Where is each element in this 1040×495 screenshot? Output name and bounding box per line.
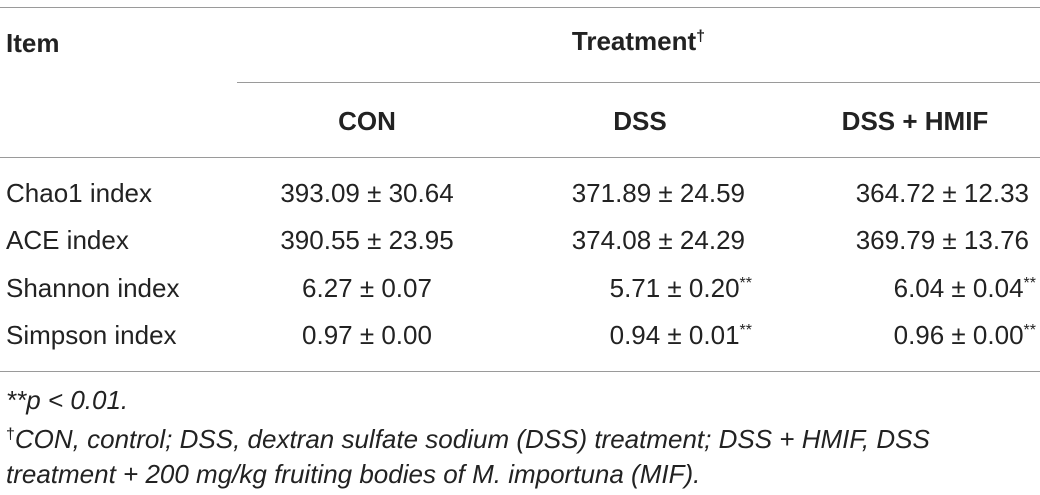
significance-mark: ** [739, 275, 752, 292]
cell-shannon-con: 6.27 ± 0.07 [302, 273, 432, 303]
column-header-dss: DSS [613, 106, 667, 136]
footnote-definitions-line2: treatment + 200 mg/kg fruiting bodies of… [6, 459, 701, 489]
row-label-chao1: Chao1 index [6, 178, 152, 208]
treatment-header: Treatment† [237, 26, 1040, 56]
cell-shannon-dss-value: 5.71 ± 0.20 [609, 273, 740, 303]
cell-chao1-dss: 371.89 ± 24.59 [571, 178, 745, 208]
cell-simpson-con: 0.97 ± 0.00 [302, 320, 432, 350]
treatment-dagger-mark: † [696, 28, 706, 45]
row-label-ace: ACE index [6, 225, 129, 255]
footnote-significance: **p < 0.01. [6, 385, 129, 415]
row-label-simpson: Simpson index [6, 320, 177, 350]
significance-mark: ** [739, 322, 752, 339]
row-label-shannon: Shannon index [6, 273, 180, 303]
cell-simpson-dss-hmif-value: 0.96 ± 0.00 [893, 320, 1024, 350]
footnote-definitions-text1: CON, control; DSS, dextran sulfate sodiu… [14, 424, 930, 454]
cell-shannon-dss: 5.71 ± 0.20** [500, 273, 752, 303]
cell-ace-dss-hmif: 369.79 ± 13.76 [855, 225, 1029, 255]
cell-chao1-con: 393.09 ± 30.64 [280, 178, 454, 208]
footnote-dagger-mark: † [6, 426, 15, 443]
column-header-dss-hmif: DSS + HMIF [841, 106, 989, 136]
footnote-definitions-line1: †CON, control; DSS, dextran sulfate sodi… [6, 423, 930, 455]
cell-simpson-dss-value: 0.94 ± 0.01 [609, 320, 740, 350]
cell-simpson-dss-hmif: 0.96 ± 0.00** [780, 320, 1036, 350]
treatment-header-label: Treatment [571, 26, 697, 56]
table-bottom-rule [0, 371, 1040, 372]
cell-ace-con: 390.55 ± 23.95 [280, 225, 454, 255]
cell-chao1-dss-hmif: 364.72 ± 12.33 [855, 178, 1029, 208]
cell-ace-dss: 374.08 ± 24.29 [571, 225, 745, 255]
item-header: Item [6, 28, 60, 58]
cell-simpson-dss: 0.94 ± 0.01** [500, 320, 752, 350]
significance-mark: ** [1023, 322, 1036, 339]
table-top-rule [0, 7, 1040, 8]
column-header-con: CON [338, 106, 396, 136]
significance-mark: ** [1023, 275, 1036, 292]
cell-shannon-dss-hmif: 6.04 ± 0.04** [780, 273, 1036, 303]
cell-shannon-dss-hmif-value: 6.04 ± 0.04 [893, 273, 1024, 303]
header-bottom-rule [0, 157, 1040, 158]
treatment-group-rule [237, 82, 1040, 83]
